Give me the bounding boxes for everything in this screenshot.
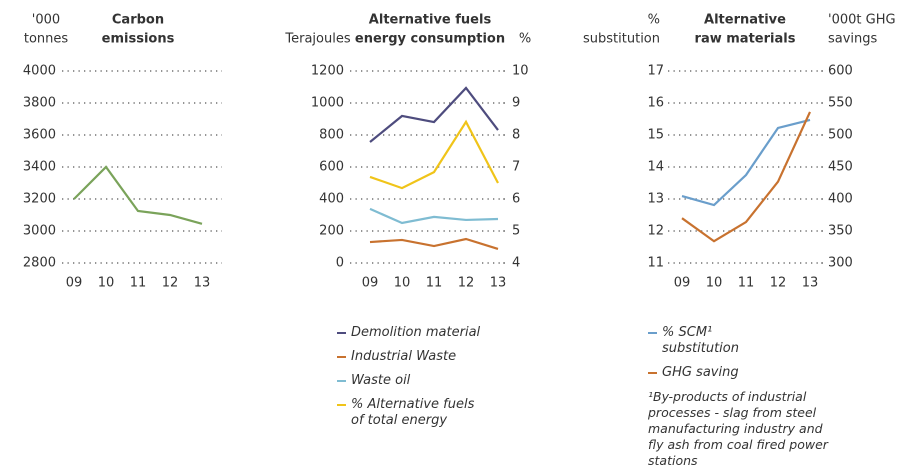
- legend-item: % Alternative fuels of total energy: [337, 397, 481, 429]
- x-tick-label: 11: [426, 276, 443, 291]
- legend-item: GHG saving: [648, 365, 792, 381]
- y2-tick-label: 4: [512, 256, 520, 271]
- y-tick-label: 4000: [23, 64, 56, 79]
- y2-tick-label: 300: [828, 256, 853, 271]
- y-tick-label: 3200: [23, 192, 56, 207]
- y-tick-label: 15: [647, 128, 664, 143]
- legend-label: Industrial Waste: [351, 349, 457, 364]
- y-tick-label: 600: [319, 160, 344, 175]
- y2-tick-label: 450: [828, 160, 853, 175]
- chart-title: Alternative fuels: [369, 13, 492, 28]
- legend-label: GHG saving: [662, 365, 739, 380]
- x-tick-label: 13: [490, 276, 507, 291]
- x-tick-label: 13: [194, 276, 211, 291]
- x-tick-label: 11: [738, 276, 755, 291]
- axis-label: %: [648, 13, 660, 28]
- x-tick-label: 09: [674, 276, 691, 291]
- legend-swatch: [648, 332, 657, 334]
- legend: % SCM¹ substitution GHG saving ¹By-product…: [648, 325, 828, 469]
- y-tick-label: 1200: [311, 64, 344, 79]
- legend-label: Waste oil: [351, 373, 411, 388]
- legend-item: Demolition material: [337, 325, 481, 341]
- y-tick-label: 200: [319, 224, 344, 239]
- y-tick-label: 3800: [23, 96, 56, 111]
- legend-swatch: [648, 372, 657, 374]
- legend-item: Industrial Waste: [337, 349, 481, 365]
- y-tick-label: 800: [319, 128, 344, 143]
- y2-tick-label: 5: [512, 224, 520, 239]
- y-tick-label: 17: [647, 64, 664, 79]
- axis-label: tonnes: [24, 32, 69, 47]
- y-tick-label: 11: [647, 256, 664, 271]
- y-tick-label: 2800: [23, 256, 56, 271]
- axis-label: substitution: [583, 32, 660, 47]
- x-tick-label: 11: [130, 276, 147, 291]
- axis-label: %: [519, 32, 531, 47]
- y-tick-label: 3000: [23, 224, 56, 239]
- y2-tick-label: 9: [512, 96, 520, 111]
- data-line: [681, 118, 811, 207]
- data-line: [369, 119, 499, 190]
- x-tick-label: 13: [802, 276, 819, 291]
- data-line: [73, 165, 203, 225]
- y-tick-label: 1000: [311, 96, 344, 111]
- axis-label: '000: [32, 13, 60, 28]
- chart-title: Alternative: [704, 13, 786, 28]
- chart-title: energy consumption: [355, 32, 505, 47]
- y2-tick-label: 350: [828, 224, 853, 239]
- y-tick-label: 3600: [23, 128, 56, 143]
- x-tick-label: 12: [458, 276, 475, 291]
- legend-swatch: [337, 404, 346, 406]
- axis-label: savings: [828, 32, 878, 47]
- y2-tick-label: 550: [828, 96, 853, 111]
- y-tick-label: 16: [647, 96, 664, 111]
- axis-label: Terajoules: [284, 32, 350, 47]
- axis-label: '000t GHG: [828, 13, 896, 28]
- legend-label: % SCM¹ substitution: [662, 325, 739, 356]
- legend-swatch: [337, 356, 346, 358]
- legend-label: Demolition material: [351, 325, 481, 340]
- legend: Demolition material Industrial Waste Waste…: [337, 325, 481, 437]
- chart-title: Carbon: [112, 13, 164, 28]
- legend-swatch: [337, 332, 346, 334]
- legend-label: % Alternative fuels of total energy: [351, 397, 475, 428]
- data-line: [369, 237, 499, 250]
- x-tick-label: 09: [66, 276, 83, 291]
- x-tick-label: 10: [98, 276, 115, 291]
- data-line: [681, 111, 811, 243]
- y2-tick-label: 500: [828, 128, 853, 143]
- legend-item: % SCM¹ substitution: [648, 325, 792, 357]
- y2-tick-label: 600: [828, 64, 853, 79]
- chart-title: emissions: [102, 32, 175, 47]
- y2-tick-label: 7: [512, 160, 520, 175]
- footnote: ¹By-products of industrial processes - s…: [648, 389, 828, 468]
- x-tick-label: 12: [770, 276, 787, 291]
- y2-tick-label: 8: [512, 128, 520, 143]
- y2-tick-label: 10: [512, 64, 529, 79]
- y-tick-label: 0: [336, 256, 344, 271]
- x-tick-label: 10: [706, 276, 723, 291]
- y-tick-label: 3400: [23, 160, 56, 175]
- chart-title: raw materials: [695, 32, 796, 47]
- x-tick-label: 10: [394, 276, 411, 291]
- y-tick-label: 13: [647, 192, 664, 207]
- data-line: [369, 86, 499, 143]
- y-tick-label: 12: [647, 224, 664, 239]
- y-tick-label: 400: [319, 192, 344, 207]
- x-tick-label: 12: [162, 276, 179, 291]
- y-tick-label: 14: [647, 160, 664, 175]
- legend-swatch: [337, 380, 346, 382]
- legend-item: Waste oil: [337, 373, 481, 389]
- y2-tick-label: 400: [828, 192, 853, 207]
- y2-tick-label: 6: [512, 192, 520, 207]
- data-line: [369, 207, 499, 225]
- x-tick-label: 09: [362, 276, 379, 291]
